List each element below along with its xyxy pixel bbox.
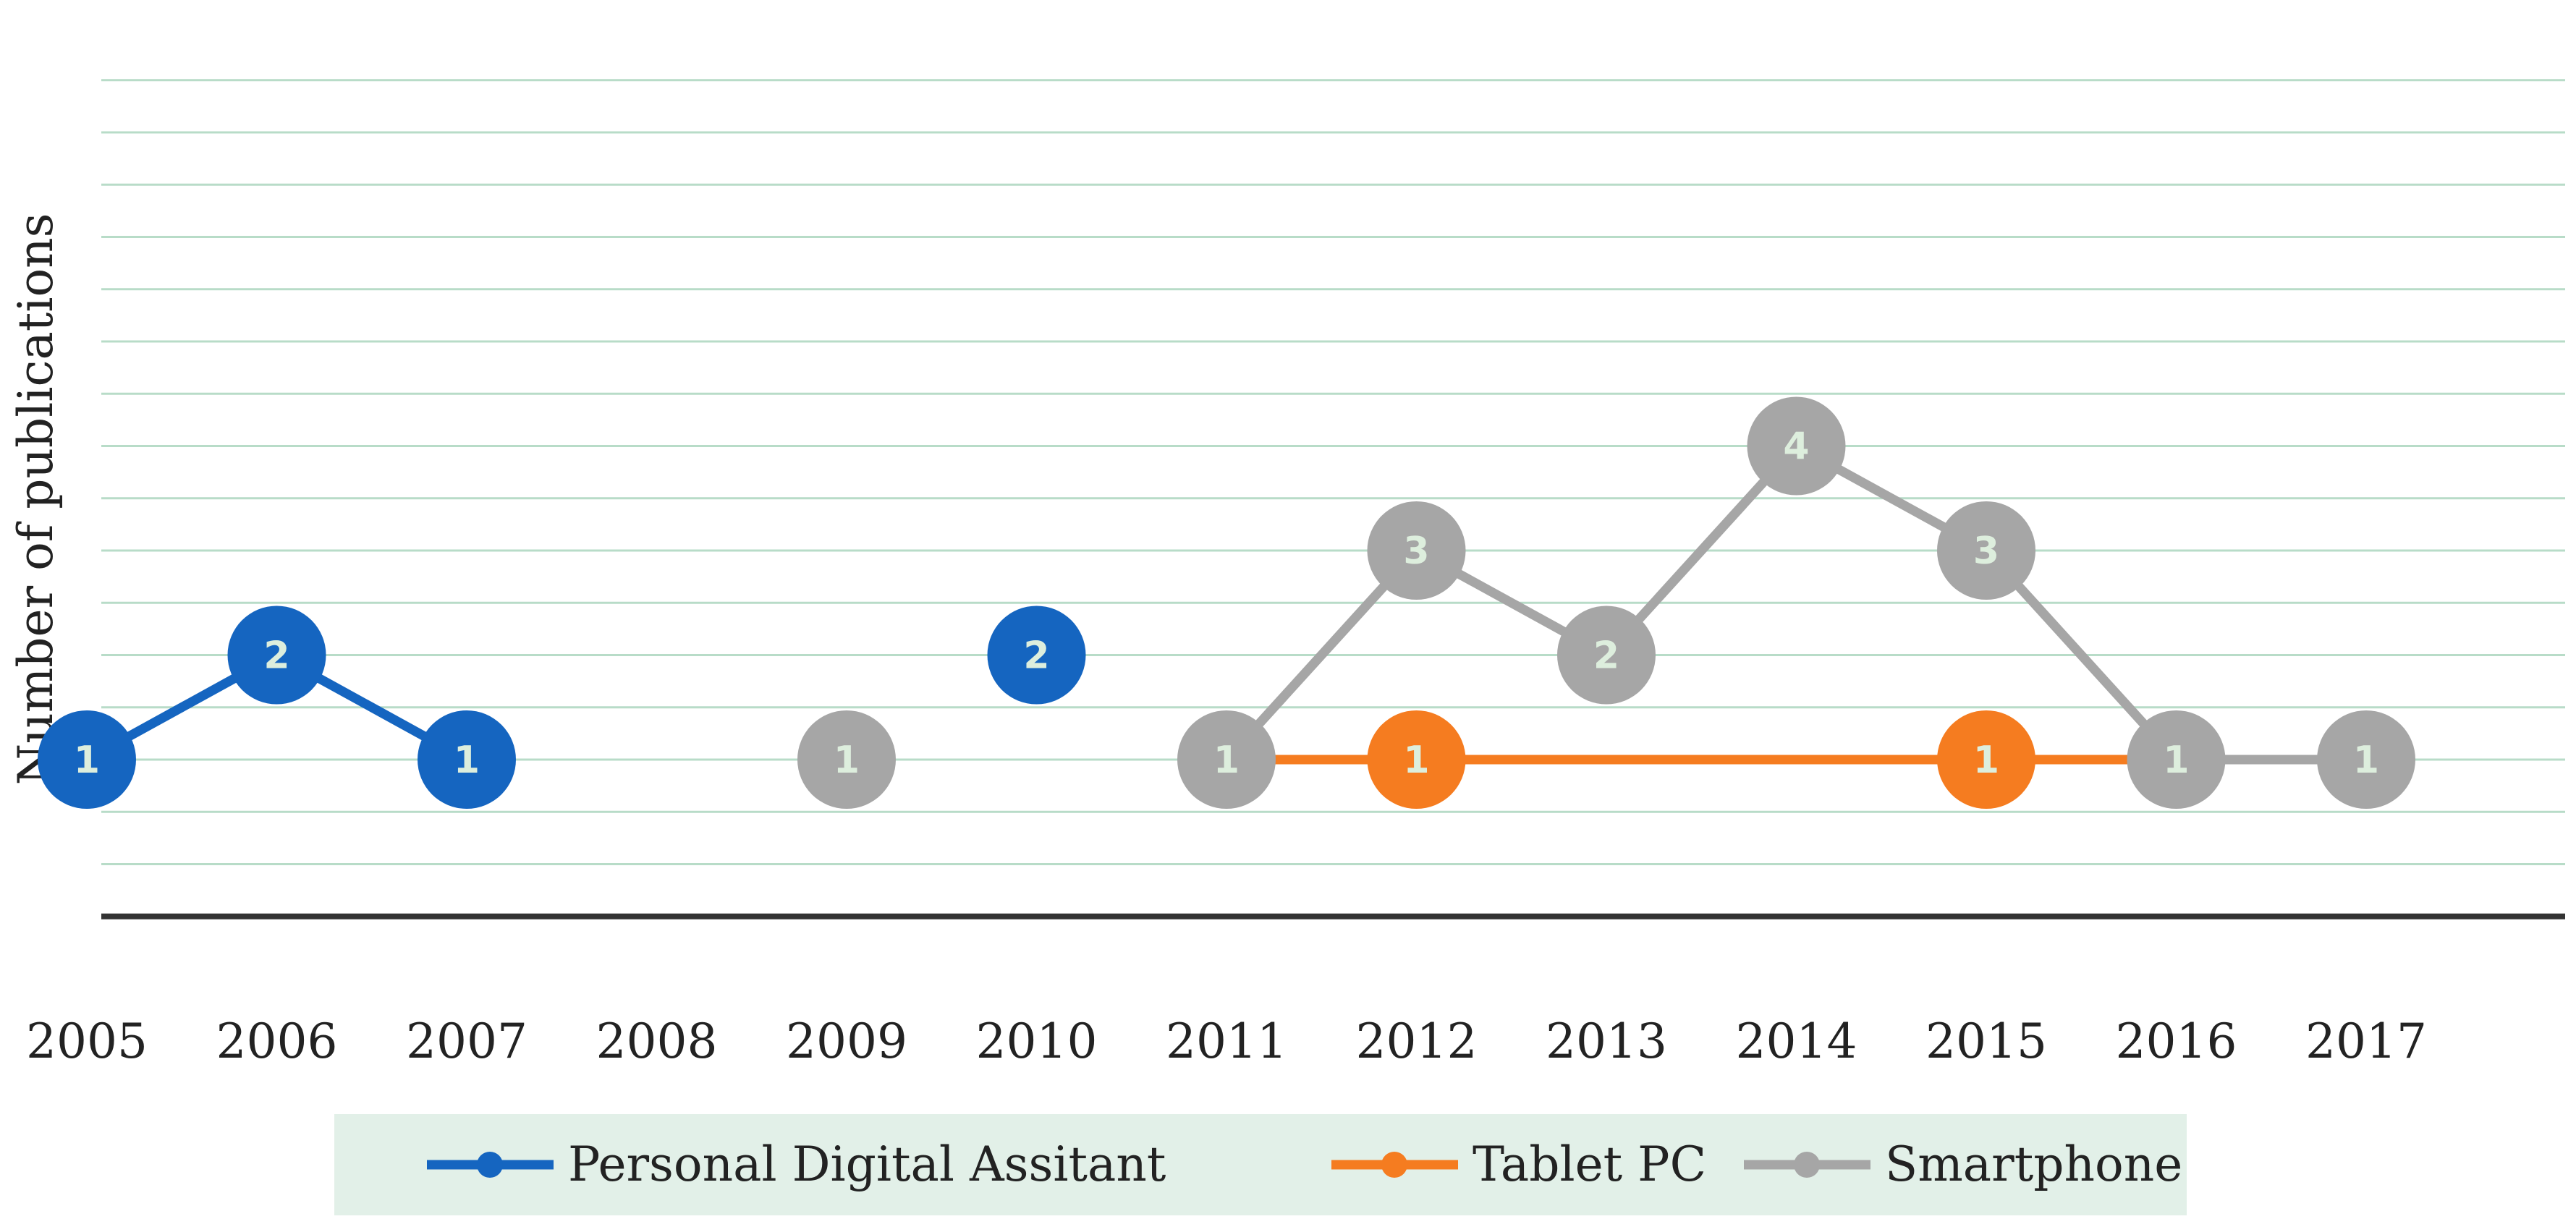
smartphone-point	[1367, 501, 1466, 600]
smartphone-point	[1557, 606, 1656, 705]
x-tick-label: 2006	[216, 1014, 338, 1069]
smartphone-data-label: 2	[1593, 634, 1619, 678]
personal-digital-assitant-data-label: 2	[1023, 634, 1049, 678]
tablet-pc-data-label: 1	[1973, 739, 1999, 782]
x-tick-label: 2014	[1736, 1014, 1857, 1069]
series-markers: 1 2 1 2 1 1 1 1 3 2 4 3 1 1	[38, 396, 2415, 809]
x-tick-label: 2010	[976, 1014, 1098, 1069]
x-tick-label: 2015	[1925, 1014, 2047, 1069]
x-tick-label: 2016	[2116, 1014, 2237, 1069]
tablet-pc-data-label: 1	[1403, 739, 1429, 782]
smartphone-data-label: 1	[1213, 739, 1240, 782]
smartphone-data-label: 3	[1973, 530, 1999, 573]
x-tick-label: 2007	[406, 1014, 528, 1069]
y-axis-label: Number of publications	[8, 213, 64, 785]
smartphone-data-label: 1	[2353, 739, 2379, 782]
x-tick-label: 2008	[596, 1014, 718, 1069]
smartphone-point	[1747, 396, 1846, 496]
x-tick-label: 2012	[1356, 1014, 1478, 1069]
x-tick-label: 2017	[2305, 1014, 2427, 1069]
personal-digital-assitant-data-label: 2	[263, 634, 289, 678]
smartphone-point	[797, 710, 896, 809]
smartphone-point	[1937, 501, 2035, 600]
legend: Personal Digital Assitant Tablet PC Smartp…	[334, 1114, 2187, 1215]
legend-swatch-marker	[1381, 1152, 1407, 1178]
smartphone-data-label: 3	[1403, 530, 1429, 573]
x-tick-label: 2005	[26, 1014, 148, 1069]
personal-digital-assitant-point	[418, 710, 516, 809]
smartphone-point	[1177, 710, 1276, 809]
smartphone-point	[2317, 710, 2415, 809]
smartphone-point	[2127, 710, 2226, 809]
personal-digital-assitant-point	[38, 710, 136, 809]
personal-digital-assitant-point	[227, 606, 326, 705]
personal-digital-assitant-point	[987, 606, 1086, 705]
x-tick-label: 2011	[1166, 1014, 1287, 1069]
tablet-pc-point	[1937, 710, 2035, 809]
x-tick-label: 2013	[1546, 1014, 1667, 1069]
legend-label-tablet-pc: Tablet PC	[1473, 1137, 1706, 1192]
smartphone-data-label: 1	[2163, 739, 2189, 782]
gridlines	[101, 79, 2565, 865]
tablet-pc-point	[1367, 710, 1466, 809]
personal-digital-assitant-data-label: 1	[454, 739, 480, 782]
x-tick-labels: 2005 2006 2007 2008 2009 2010 2011 2012 2013 2014…	[26, 1014, 2427, 1069]
legend-label-personal-digital-assitant: Personal Digital Assitant	[568, 1137, 1166, 1192]
legend-background	[334, 1114, 2187, 1215]
legend-swatch-marker	[477, 1152, 503, 1178]
personal-digital-assitant-data-label: 1	[74, 739, 100, 782]
x-tick-label: 2009	[786, 1014, 907, 1069]
smartphone-data-label: 4	[1783, 425, 1809, 469]
legend-label-smartphone: Smartphone	[1885, 1137, 2182, 1192]
smartphone-data-label: 1	[834, 739, 860, 782]
legend-swatch-marker	[1794, 1152, 1820, 1178]
